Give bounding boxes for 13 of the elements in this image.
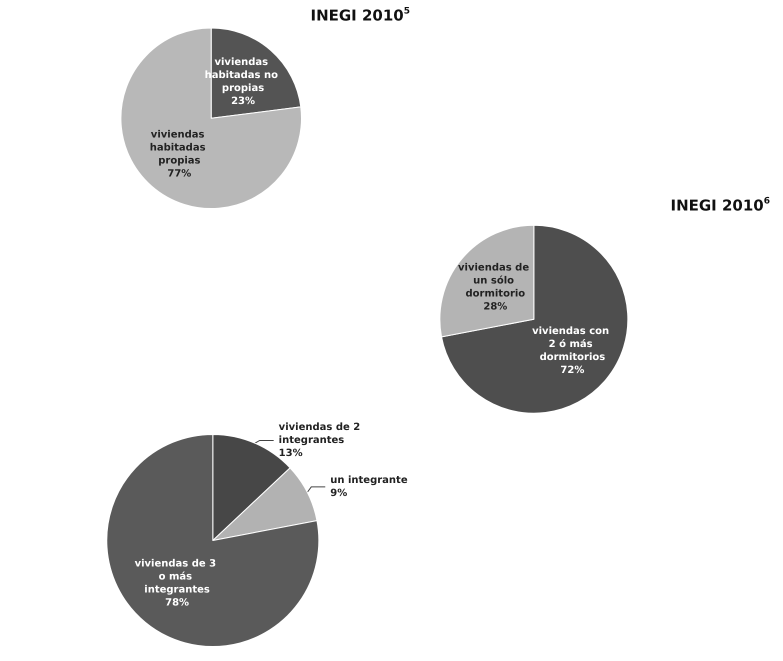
data-label: 9% [330,488,348,499]
data-label: 13% [278,448,303,459]
slice-label: viviendas de 3 o más integrantes [134,558,220,596]
data-label: 23% [231,96,256,108]
slice-label: viviendas de un sólo dormitorio [458,262,533,300]
data-label: 77% [167,168,192,180]
slice-label: viviendas de 2 integrantes [278,422,364,446]
slice-label: viviendas con 2 ó más dormitorios [532,326,613,364]
data-label: 28% [483,301,508,312]
data-label: 72% [560,365,584,376]
slice-label: viviendas habitadas propias [150,129,210,166]
data-label: 78% [165,598,190,609]
slice-label: un integrante [330,474,408,486]
